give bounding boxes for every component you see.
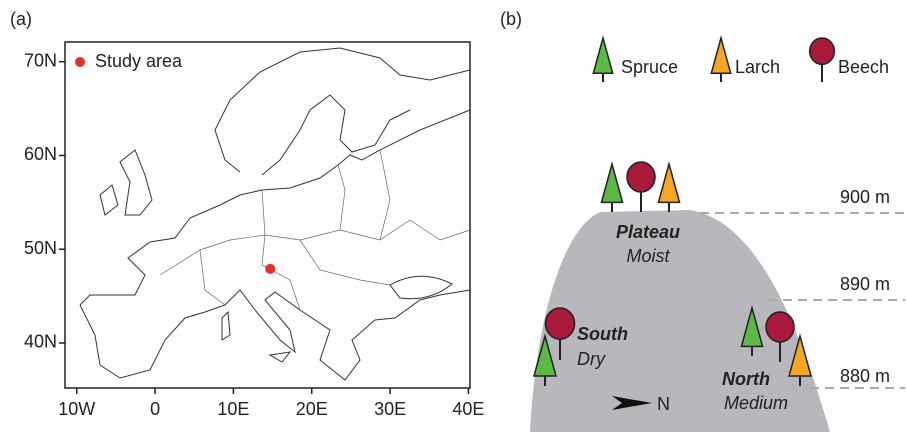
beech: [765, 311, 795, 343]
x-tick-label: 30E: [374, 399, 406, 419]
coastline: [79, 289, 471, 381]
y-tick-label: 50N: [24, 238, 57, 258]
x-tick-label: 20E: [296, 399, 328, 419]
spruce: [740, 305, 764, 348]
study-area-marker: [265, 263, 276, 274]
legend-label: Beech: [838, 57, 889, 77]
y-tick-label: 40N: [24, 332, 57, 352]
spruce: [592, 35, 614, 74]
legend-marker: [75, 57, 85, 67]
y-tick-label: 70N: [24, 50, 57, 70]
coastline: [99, 184, 119, 216]
beech: [544, 307, 576, 340]
spruce: [533, 333, 557, 377]
x-tick-label: 0: [150, 399, 160, 419]
site-moisture: Medium: [724, 393, 788, 413]
site-name: Plateau: [616, 222, 680, 242]
site-moisture: Moist: [626, 246, 670, 266]
site-moisture: Dry: [577, 349, 606, 369]
beech: [626, 161, 656, 193]
coastline: [119, 149, 153, 216]
site-name: South: [577, 324, 628, 344]
beech: [808, 37, 836, 66]
larch: [788, 333, 812, 377]
hill: [530, 210, 830, 432]
panel-label: (a): [10, 9, 32, 29]
y-tick-label: 60N: [24, 144, 57, 164]
north-label: N: [657, 394, 670, 414]
elevation-label: 900 m: [840, 187, 890, 207]
coastline: [214, 47, 471, 173]
larch: [657, 161, 681, 204]
border: [159, 149, 471, 311]
x-tick-label: 10W: [58, 399, 95, 419]
panel-label: (b): [500, 9, 522, 29]
coastline: [389, 275, 453, 300]
coastline: [79, 109, 471, 306]
spruce: [600, 161, 624, 204]
legend-label: Study area: [95, 51, 183, 71]
coastline: [221, 310, 292, 363]
elevation-label: 880 m: [840, 366, 890, 386]
map: 10W 0 10E 20E 30E 40E 70N 60N 50N 40N Study area: [24, 41, 484, 419]
x-tick-label: 40E: [452, 399, 484, 419]
site-name: North: [722, 369, 770, 389]
larch: [710, 35, 732, 74]
legend-label: Larch: [735, 57, 780, 77]
north-arrow: [612, 396, 652, 410]
legend-label: Spruce: [621, 57, 678, 77]
elevation-label: 890 m: [840, 274, 890, 294]
coastline: [261, 94, 411, 176]
x-tick-label: 10E: [217, 399, 249, 419]
